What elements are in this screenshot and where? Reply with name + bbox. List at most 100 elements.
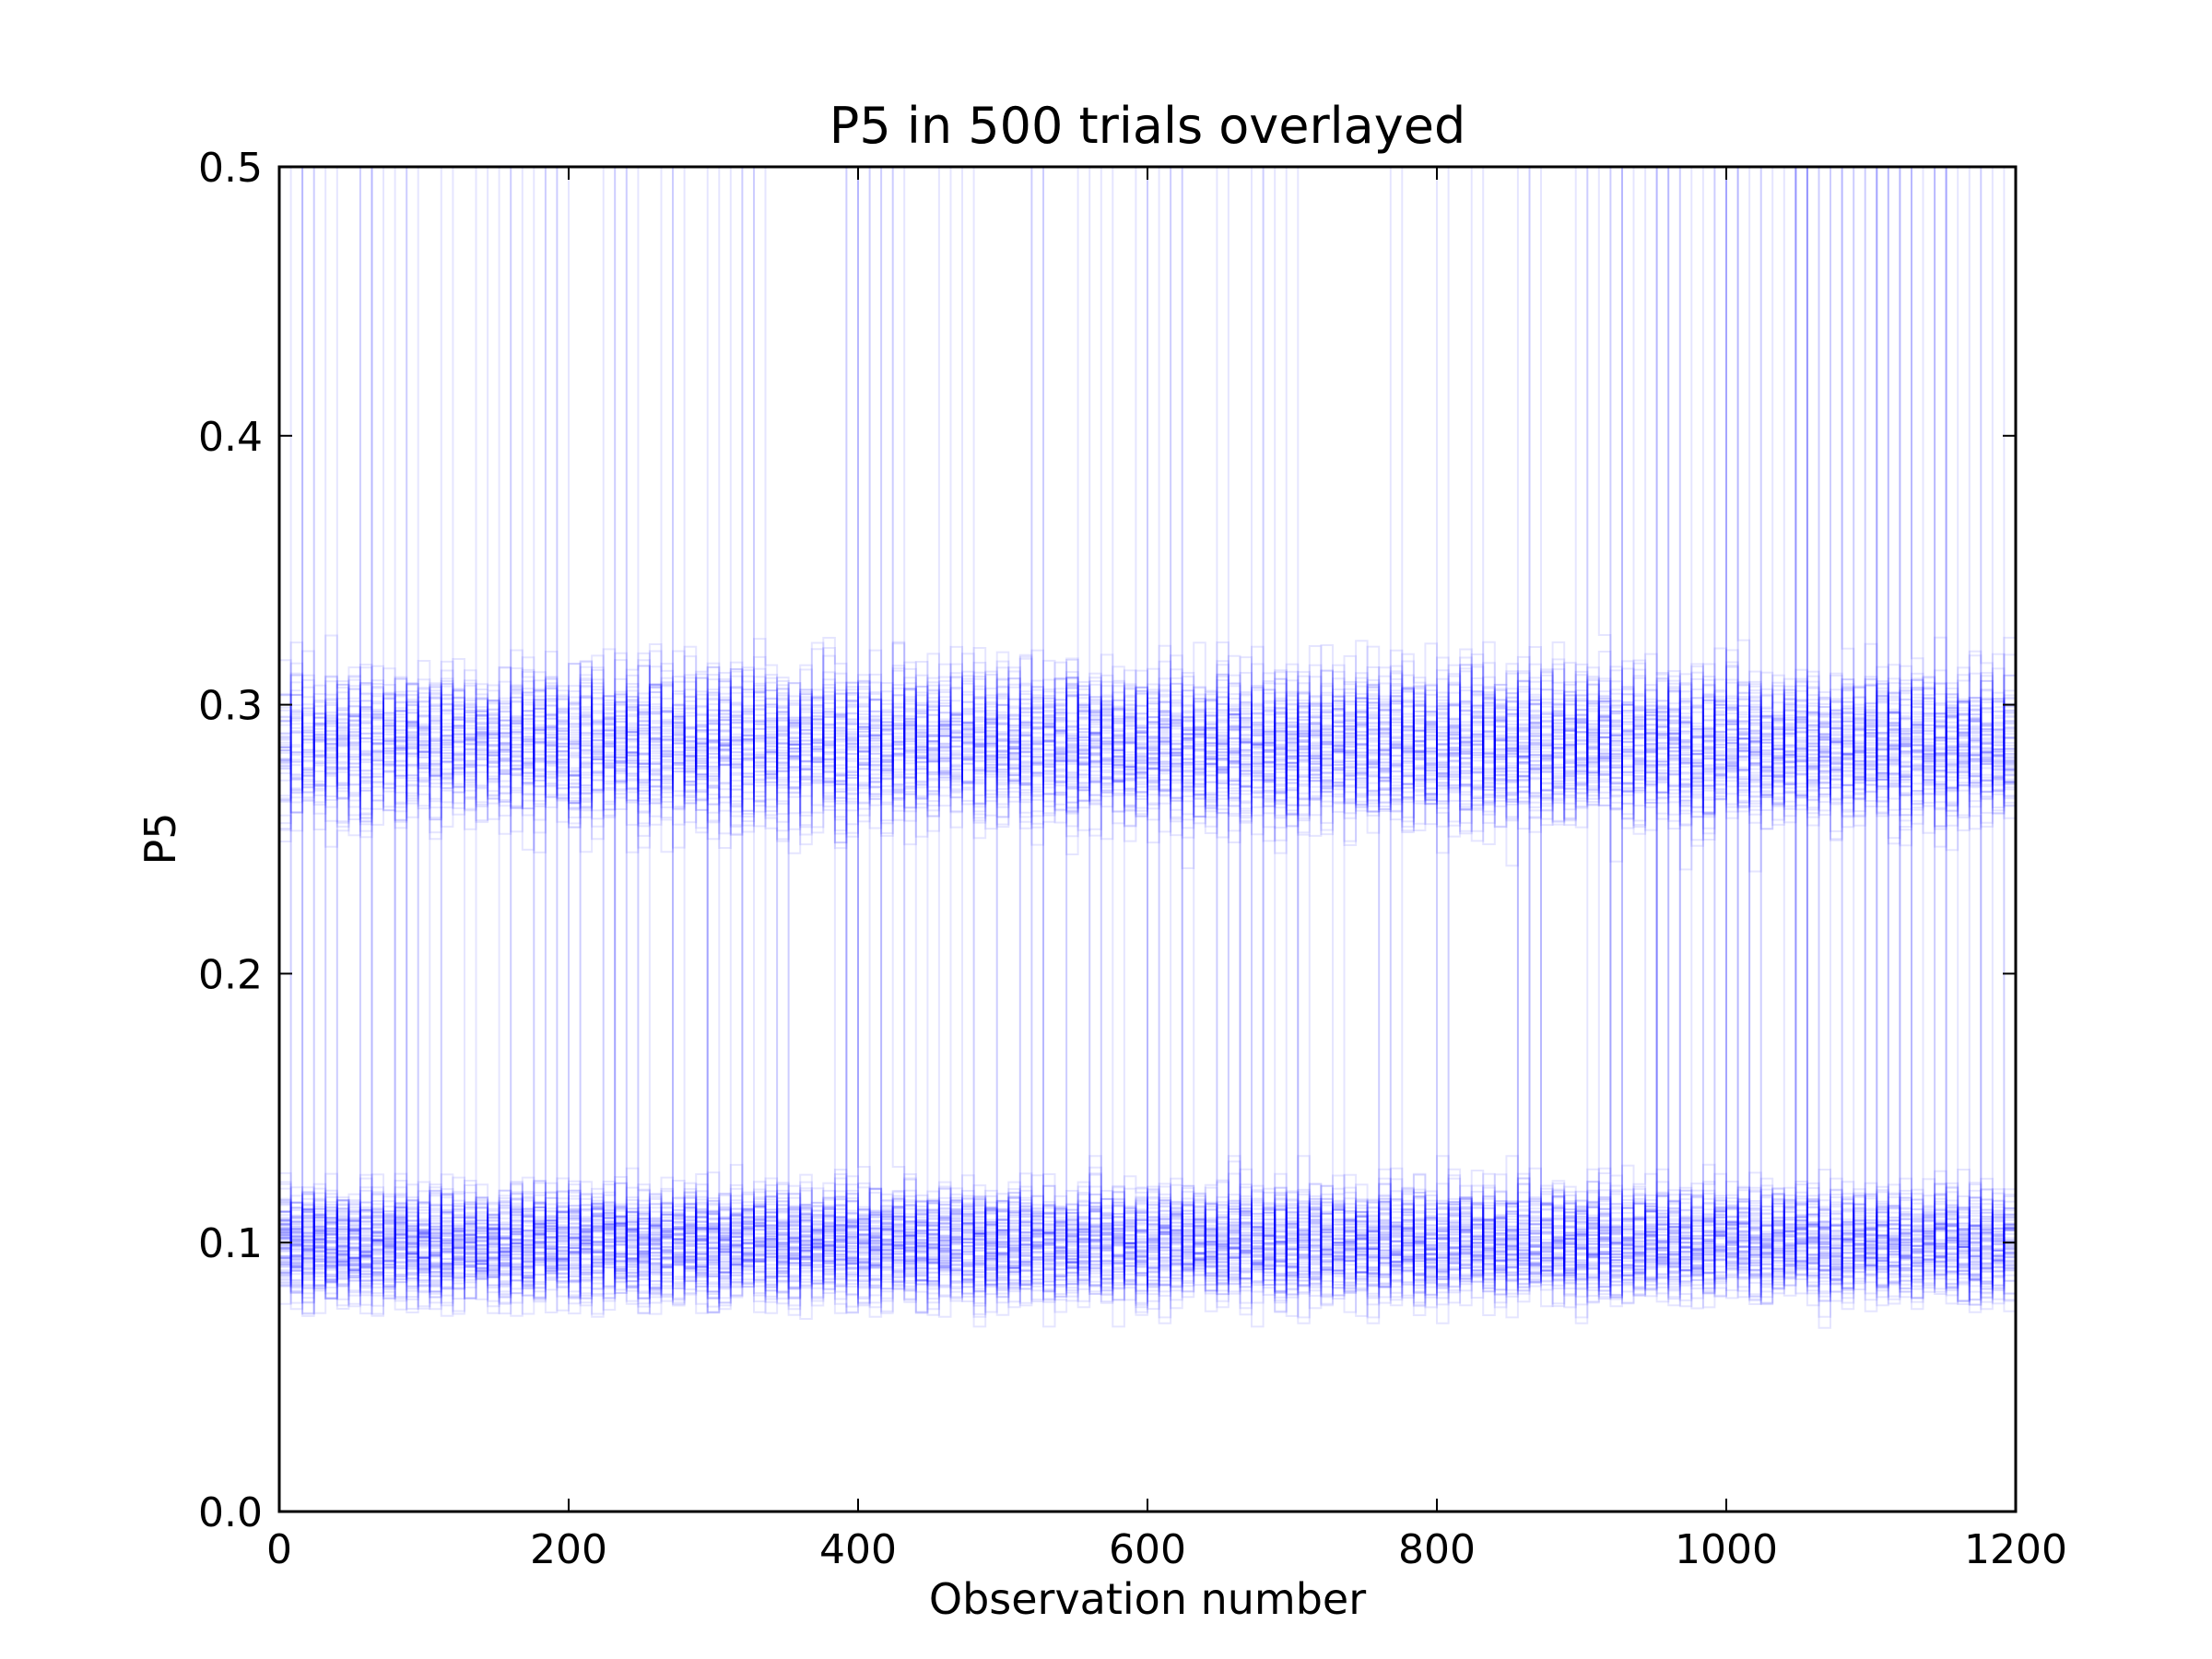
trial-line <box>279 167 2016 1314</box>
trial-line <box>279 167 2016 1313</box>
trial-line <box>279 167 2016 1307</box>
trial-line <box>279 636 2016 1324</box>
trial-line <box>279 167 2016 821</box>
trial-line <box>279 167 2016 1308</box>
trial-line <box>279 650 2016 1277</box>
trial-line <box>279 647 2016 1300</box>
x-tick-label: 0 <box>266 1526 292 1573</box>
trial-line <box>279 665 2016 871</box>
trial-line <box>279 167 2016 1308</box>
trial-line <box>279 1155 2016 1319</box>
y-axis: 0.0 0.1 0.2 0.3 0.4 0.5 <box>198 145 2016 1536</box>
trial-line <box>279 654 2016 841</box>
trial-line <box>279 1183 2016 1318</box>
x-tick-label: 400 <box>819 1526 897 1573</box>
trial-line <box>279 167 2016 1328</box>
trial-line <box>279 640 2016 1316</box>
trial-line <box>279 167 2016 1315</box>
trial-line <box>279 167 2016 1328</box>
trial-line <box>279 1172 2016 1317</box>
trial-line <box>279 653 2016 1314</box>
trial-line <box>279 167 2016 842</box>
trial-line <box>279 167 2016 1313</box>
trial-line <box>279 663 2016 845</box>
trial-line <box>279 1155 2016 1319</box>
trial-line <box>279 167 2016 1317</box>
trial-line <box>279 683 2016 1304</box>
trial-line <box>279 1155 2016 1319</box>
trial-line <box>279 688 2016 1315</box>
trial-line <box>279 167 2016 1317</box>
trial-line <box>279 1155 2016 1319</box>
trial-line <box>279 167 2016 838</box>
trial-line <box>279 659 2016 1292</box>
x-tick-label: 1000 <box>1675 1526 1778 1573</box>
trial-line <box>279 167 2016 820</box>
trial-line <box>279 794 2016 1306</box>
trial-line <box>279 664 2016 1314</box>
trial-line <box>279 167 2016 1304</box>
trial-line <box>279 167 2016 1291</box>
trial-line <box>279 167 2016 1304</box>
trial-line <box>279 641 2016 1300</box>
trial-line <box>279 641 2016 828</box>
trial-line <box>279 665 2016 841</box>
trial-line <box>279 167 2016 1313</box>
trial-line <box>279 647 2016 1306</box>
trial-line <box>279 167 2016 1305</box>
trial-line <box>279 167 2016 848</box>
trial-line <box>279 167 2016 1298</box>
trial-line <box>279 1176 2016 1311</box>
trial-line <box>279 167 2016 1311</box>
x-tick-label: 600 <box>1109 1526 1186 1573</box>
trial-line <box>279 677 2016 1314</box>
trial-line <box>279 641 2016 1314</box>
trial-line <box>279 686 2016 1302</box>
trial-line <box>279 645 2016 1288</box>
trial-line <box>279 656 2016 1312</box>
trial-line <box>279 167 2016 1308</box>
trial-line <box>279 167 2016 850</box>
trial-line <box>279 649 2016 838</box>
trial-line <box>279 167 2016 1300</box>
trial-line <box>279 682 2016 1300</box>
trial-line <box>279 167 2016 1318</box>
trial-line <box>279 167 2016 1320</box>
trial-line <box>279 167 2016 869</box>
trial-line <box>279 167 2016 1307</box>
trial-line <box>279 167 2016 1313</box>
x-tick-label: 1200 <box>1964 1526 2067 1573</box>
trial-line <box>279 1176 2016 1311</box>
trial-line <box>279 167 2016 1304</box>
trial-line <box>279 167 2016 1316</box>
trial-line <box>279 655 2016 1288</box>
trial-line <box>279 167 2016 846</box>
trial-line <box>279 1184 2016 1328</box>
trial-line <box>279 677 2016 1306</box>
trial-line <box>279 167 2016 1300</box>
trial-line <box>279 167 2016 1305</box>
trial-line <box>279 1176 2016 1311</box>
trial-line <box>279 644 2016 1305</box>
trial-line <box>279 650 2016 844</box>
trial-line <box>279 167 2016 1316</box>
trial-line <box>279 674 2016 1314</box>
trial-line <box>279 167 2016 1308</box>
trial-line <box>279 167 2016 1310</box>
trial-line <box>279 1169 2016 1312</box>
trial-line <box>279 666 2016 1297</box>
x-tick-label: 200 <box>530 1526 607 1573</box>
trial-line <box>279 674 2016 831</box>
y-tick-label: 0.2 <box>198 951 263 998</box>
trial-line <box>279 167 2016 1313</box>
trial-line <box>279 669 2016 846</box>
trial-line <box>279 167 2016 1307</box>
trial-line <box>279 669 2016 1300</box>
trial-line <box>279 652 2016 1314</box>
y-tick-label: 0.1 <box>198 1220 263 1267</box>
trial-line <box>279 167 2016 1299</box>
y-tick-label: 0.5 <box>198 145 263 192</box>
trial-line <box>279 167 2016 1307</box>
